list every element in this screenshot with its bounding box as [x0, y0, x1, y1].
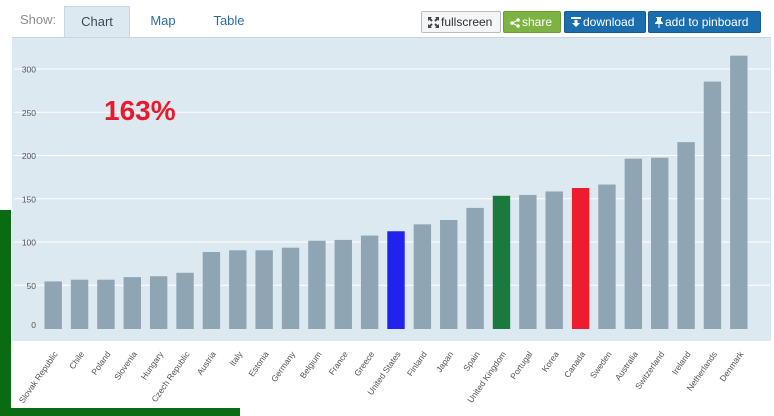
x-tick-label-japan: Japan — [434, 349, 456, 374]
bar-ireland[interactable] — [677, 142, 695, 329]
bar-australia[interactable] — [624, 158, 643, 329]
y-tick-label: 0 — [31, 320, 36, 330]
bar-poland[interactable] — [97, 279, 115, 329]
bar-denmark[interactable] — [730, 55, 748, 329]
bar-hungary[interactable] — [149, 276, 168, 329]
bar-finland[interactable] — [413, 224, 432, 329]
bar-austria[interactable] — [202, 252, 221, 329]
x-tick-label-hungary: Hungary — [139, 349, 166, 382]
x-tick-label-austria: Austria — [195, 349, 219, 377]
x-tick-label-canada: Canada — [562, 349, 587, 379]
x-tick-label-italy: Italy — [227, 349, 245, 368]
x-tick-label-denmark: Denmark — [717, 349, 745, 384]
bar-germany[interactable] — [281, 247, 300, 329]
x-tick-label-poland: Poland — [89, 349, 113, 377]
bar-belgium[interactable] — [308, 240, 326, 329]
download-button[interactable]: download — [564, 11, 646, 33]
x-tick-label-korea: Korea — [540, 349, 561, 374]
y-tick-label: 150 — [22, 194, 36, 204]
tab-map[interactable]: Map — [150, 13, 176, 28]
x-tick-label-estonia: Estonia — [246, 349, 271, 378]
y-tick-label: 100 — [22, 238, 36, 248]
share-icon — [510, 18, 520, 28]
fullscreen-label: fullscreen — [441, 15, 493, 29]
bar-japan[interactable] — [440, 220, 458, 329]
bar-netherlands[interactable] — [703, 81, 722, 329]
bar-korea[interactable] — [545, 191, 563, 329]
bar-france[interactable] — [334, 239, 352, 329]
share-label: share — [522, 15, 553, 29]
x-tick-label-belgium: Belgium — [298, 349, 324, 380]
chart-toolbar: Show: Chart Map Table fullscreen share d… — [0, 0, 774, 40]
bar-sweden[interactable] — [598, 184, 616, 329]
pin-icon — [655, 17, 663, 28]
x-tick-label-germany: Germany — [269, 349, 298, 384]
download-icon — [571, 17, 581, 27]
highlight-value: 163% — [104, 95, 176, 126]
x-tick-label-sweden: Sweden — [588, 349, 614, 380]
x-tick-label-australia: Australia — [613, 349, 640, 382]
bar-portugal[interactable] — [519, 194, 537, 329]
bar-slovenia[interactable] — [123, 277, 141, 329]
x-tick-label-finland: Finland — [405, 349, 429, 378]
x-tick-label-spain: Spain — [461, 349, 482, 373]
bar-chile[interactable] — [70, 279, 89, 329]
x-tick-label-slovak-republic: Slovak Republic — [17, 349, 61, 405]
y-tick-label: 300 — [22, 65, 36, 75]
x-tick-label-greece: Greece — [352, 349, 376, 378]
fullscreen-icon — [428, 17, 439, 28]
bar-spain[interactable] — [466, 207, 484, 329]
bar-united-states[interactable] — [387, 231, 405, 329]
show-label: Show: — [20, 12, 57, 27]
x-tick-label-france: France — [327, 349, 351, 377]
bar-switzerland[interactable] — [651, 157, 669, 329]
x-tick-label-portugal: Portugal — [508, 349, 534, 381]
y-tick-label: 250 — [22, 108, 36, 118]
y-tick-label: 50 — [27, 281, 37, 291]
x-tick-label-slovenia: Slovenia — [112, 349, 139, 382]
bar-greece[interactable] — [360, 235, 379, 329]
x-tick-label-ireland: Ireland — [670, 349, 693, 376]
y-tick-label: 200 — [22, 151, 36, 161]
share-button[interactable]: share — [503, 11, 561, 33]
add-to-pinboard-button[interactable]: add to pinboard — [648, 11, 761, 33]
bar-czech-republic[interactable] — [176, 272, 194, 329]
x-tick-label-chile: Chile — [67, 349, 86, 371]
bar-italy[interactable] — [229, 250, 247, 329]
tab-chart[interactable]: Chart — [64, 6, 130, 37]
bar-united-kingdom[interactable] — [492, 195, 511, 329]
toolbar-divider — [12, 37, 771, 38]
pinboard-label: add to pinboard — [665, 15, 749, 29]
tab-table[interactable]: Table — [213, 13, 245, 28]
bar-slovak-republic[interactable] — [44, 281, 62, 329]
download-label: download — [583, 15, 635, 29]
bar-canada[interactable] — [571, 188, 590, 329]
bar-estonia[interactable] — [255, 250, 273, 329]
fullscreen-button[interactable]: fullscreen — [421, 11, 501, 33]
